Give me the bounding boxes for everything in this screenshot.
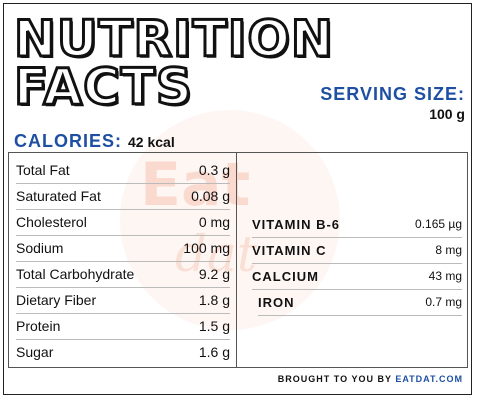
footer-brand-link[interactable]: EATDAT.COM (395, 374, 463, 384)
nutrient-row: Protein 1.5 g (16, 313, 230, 340)
nutrient-name: Total Fat (16, 162, 70, 178)
vitamin-row: VITAMIN B-6 0.165 µg (252, 211, 462, 238)
vitamin-row: VITAMIN C 8 mg (252, 237, 462, 264)
nutrient-value: 0 mg (198, 214, 230, 230)
nutrient-name: Sugar (16, 344, 54, 360)
nutrient-value: 1.6 g (198, 344, 230, 360)
vitamin-name: VITAMIN B-6 (252, 216, 341, 232)
nutrient-value: 0.3 g (198, 162, 230, 178)
nutrient-name: Protein (16, 318, 61, 334)
calories-value: 42 kcal (128, 134, 175, 150)
title-line-2: FACTS (13, 58, 194, 116)
column-divider (236, 152, 237, 368)
vitamin-value: 8 mg (435, 243, 462, 257)
vitamin-row: CALCIUM 43 mg (252, 263, 462, 290)
nutrient-row: Saturated Fat 0.08 g (16, 183, 230, 210)
nutrient-value: 9.2 g (198, 266, 230, 282)
nutrient-name: Sodium (16, 240, 64, 256)
nutrient-row: Dietary Fiber 1.8 g (16, 287, 230, 314)
nutrient-row: Sugar 1.6 g (16, 339, 230, 365)
nutrient-name: Dietary Fiber (16, 292, 97, 308)
nutrient-row: Sodium 100 mg (16, 235, 230, 262)
footer-prefix: BROUGHT TO YOU BY (277, 374, 392, 384)
nutrient-value: 0.08 g (191, 188, 230, 204)
nutrient-name: Saturated Fat (16, 188, 101, 204)
serving-size-label: SERVING SIZE: (320, 84, 465, 104)
vitamin-value: 0.7 mg (425, 295, 462, 309)
footer-credit: BROUGHT TO YOU BY EATDAT.COM (278, 374, 463, 384)
nutrient-value: 1.5 g (198, 318, 230, 334)
nutrient-table (8, 152, 468, 368)
vitamin-value: 43 mg (428, 269, 462, 283)
nutrient-row: Cholesterol 0 mg (16, 209, 230, 236)
title-line-1: NUTRITION (13, 10, 335, 68)
nutrient-value: 1.8 g (198, 292, 230, 308)
calories-row: CALORIES: 42 kcal (14, 131, 175, 152)
vitamin-value: 0.165 µg (415, 217, 462, 231)
calories-label: CALORIES: (14, 131, 122, 151)
label-frame (3, 3, 472, 395)
vitamin-row: IRON 0.7 mg (258, 289, 462, 316)
nutrient-value: 100 mg (183, 240, 230, 256)
serving-size-value: 100 g (429, 106, 465, 122)
nutrient-row: Total Carbohydrate 9.2 g (16, 261, 230, 288)
nutrient-row: Total Fat 0.3 g (16, 157, 230, 184)
nutrient-name: Cholesterol (16, 214, 87, 230)
vitamin-name: IRON (258, 294, 295, 310)
vitamin-name: CALCIUM (252, 268, 319, 284)
vitamin-name: VITAMIN C (252, 242, 327, 258)
nutrient-name: Total Carbohydrate (16, 266, 135, 282)
